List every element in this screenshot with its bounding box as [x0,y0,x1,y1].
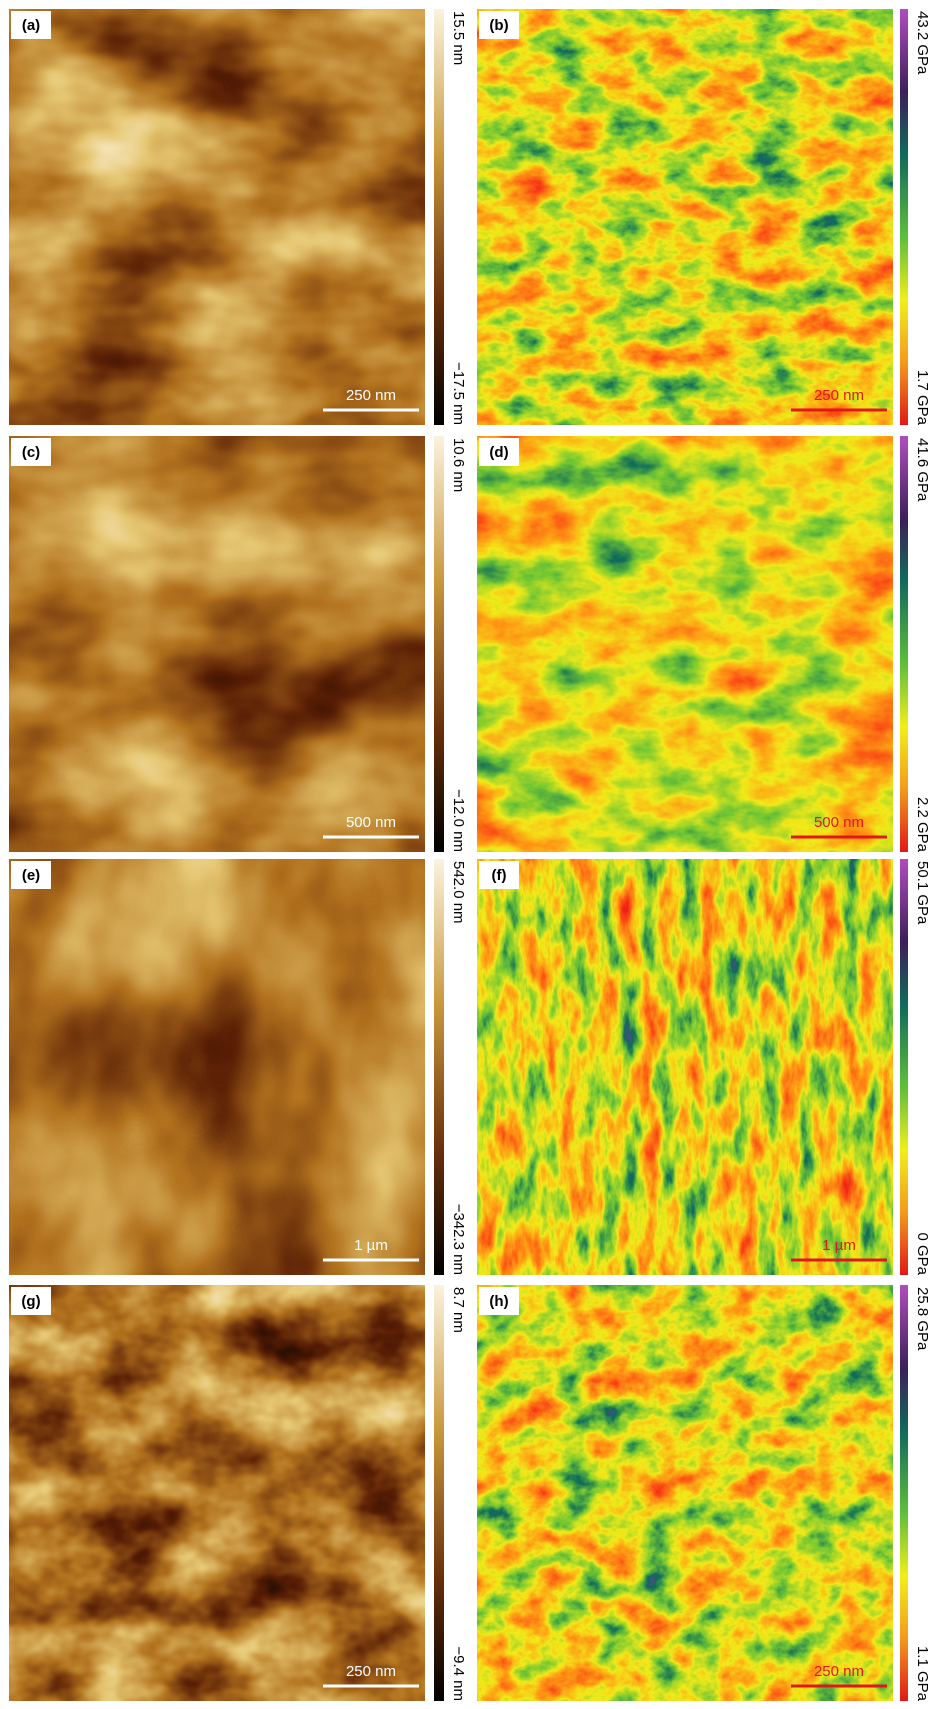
scale-bar-label: 250 nm [346,1663,396,1680]
panel-label: (g) [21,1293,40,1310]
panel-label: (f) [492,867,507,884]
scale-bar-label: 250 nm [814,1663,864,1680]
colorbar [434,9,444,425]
panel-label: (e) [22,867,40,884]
colorbar-min: −12.0 nm [450,789,467,852]
scale-bar-label: 500 nm [346,814,396,831]
colorbar [900,1285,908,1701]
panel-label: (d) [489,444,508,461]
scale-bar-label: 250 nm [814,387,864,404]
colorbar [900,9,908,425]
colorbar-min: 0 GPa [914,1232,931,1275]
colorbar-max: 15.5 nm [450,11,467,65]
micrograph [9,1285,425,1701]
figure: (a) 250 nm 15.5 nm −17.5 nm (b) 250 nm 43.2 GP… [0,0,939,1709]
colorbar [900,436,908,852]
colorbar-max: 25.8 GPa [914,1287,931,1351]
scale-bar-label: 1 µm [354,1237,388,1254]
colorbar-max: 10.6 nm [450,438,467,492]
colorbar-min: −17.5 nm [450,362,467,425]
colorbar-min: 1.1 GPa [914,1646,931,1702]
colorbar-max: 8.7 nm [450,1287,467,1333]
colorbar-min: −9.4 nm [450,1646,467,1701]
scale-bar-label: 250 nm [346,387,396,404]
colorbar-max: 41.6 GPa [914,438,931,502]
micrograph [477,9,893,425]
panel-label: (c) [22,444,40,461]
colorbar [434,1285,444,1701]
colorbar-min: 2.2 GPa [914,797,931,853]
micrograph [9,436,425,852]
micrograph [477,436,893,852]
colorbar [434,436,444,852]
micrograph [477,859,893,1275]
panel-label: (b) [489,17,508,34]
colorbar-min: −342.3 nm [450,1204,467,1275]
colorbar [900,859,908,1275]
colorbar-max: 50.1 GPa [914,861,931,925]
micrograph [9,859,425,1275]
scale-bar-label: 500 nm [814,814,864,831]
colorbar-max: 542.0 nm [450,861,467,924]
scale-bar-label: 1 µm [822,1237,856,1254]
panel-label: (h) [489,1293,508,1310]
colorbar-max: 43.2 GPa [914,11,931,75]
colorbar-min: 1.7 GPa [914,370,931,426]
micrograph [477,1285,893,1701]
panel-label: (a) [22,17,40,34]
micrograph [9,9,425,425]
colorbar [434,859,444,1275]
